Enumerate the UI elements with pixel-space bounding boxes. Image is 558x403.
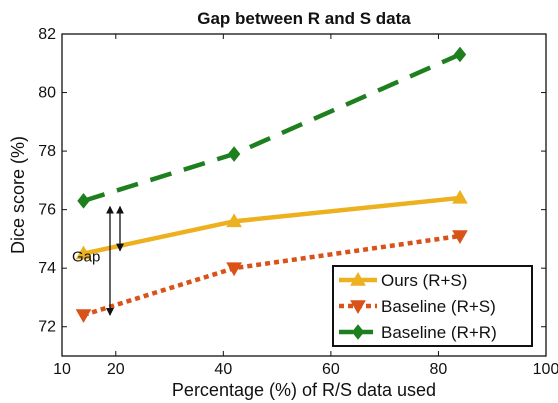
y-tick-label: 82 xyxy=(38,26,56,43)
gap-annotation: Gap xyxy=(72,205,124,317)
x-axis-label: Percentage (%) of R/S data used xyxy=(172,380,436,400)
legend-marker xyxy=(351,324,365,340)
data-point xyxy=(75,309,92,324)
data-point xyxy=(226,213,242,228)
legend-marker xyxy=(350,271,366,286)
data-point xyxy=(75,245,92,260)
y-tick-label: 80 xyxy=(38,85,56,102)
legend: Ours (R+S) Baseline (R+S) Baseline (R+R) xyxy=(332,265,533,347)
legend-marker xyxy=(350,300,366,315)
x-tick-label: 60 xyxy=(322,361,340,378)
x-tick-label: 100 xyxy=(533,361,558,378)
data-point xyxy=(226,262,242,277)
y-tick-label: 78 xyxy=(38,143,56,160)
legend-label: Baseline (R+S) xyxy=(381,297,496,316)
series-lines xyxy=(75,46,468,324)
y-axis-label: Dice score (%) xyxy=(8,136,28,254)
data-point xyxy=(77,193,90,209)
y-tick-label: 74 xyxy=(38,260,56,277)
data-point xyxy=(227,146,241,162)
legend-label: Ours (R+S) xyxy=(381,271,467,290)
series-line xyxy=(82,52,461,204)
x-tick-label: 10 xyxy=(53,361,71,378)
plot-frame xyxy=(61,33,547,357)
x-tick-label: 40 xyxy=(214,361,232,378)
gap-annotation-label: Gap xyxy=(72,248,100,265)
chart-title: Gap between R and S data xyxy=(197,9,411,28)
y-tick-label: 76 xyxy=(38,202,56,219)
y-tick-label: 72 xyxy=(38,319,56,336)
x-tick-label: 20 xyxy=(107,361,125,378)
x-tick-label: 80 xyxy=(430,361,448,378)
data-point xyxy=(453,46,467,63)
axis-ticks: 10 20 40 60 80 100 72 74 76 78 80 82 xyxy=(38,26,558,378)
data-point xyxy=(452,230,468,244)
data-point xyxy=(452,189,468,204)
legend-label: Baseline (R+R) xyxy=(381,323,497,342)
